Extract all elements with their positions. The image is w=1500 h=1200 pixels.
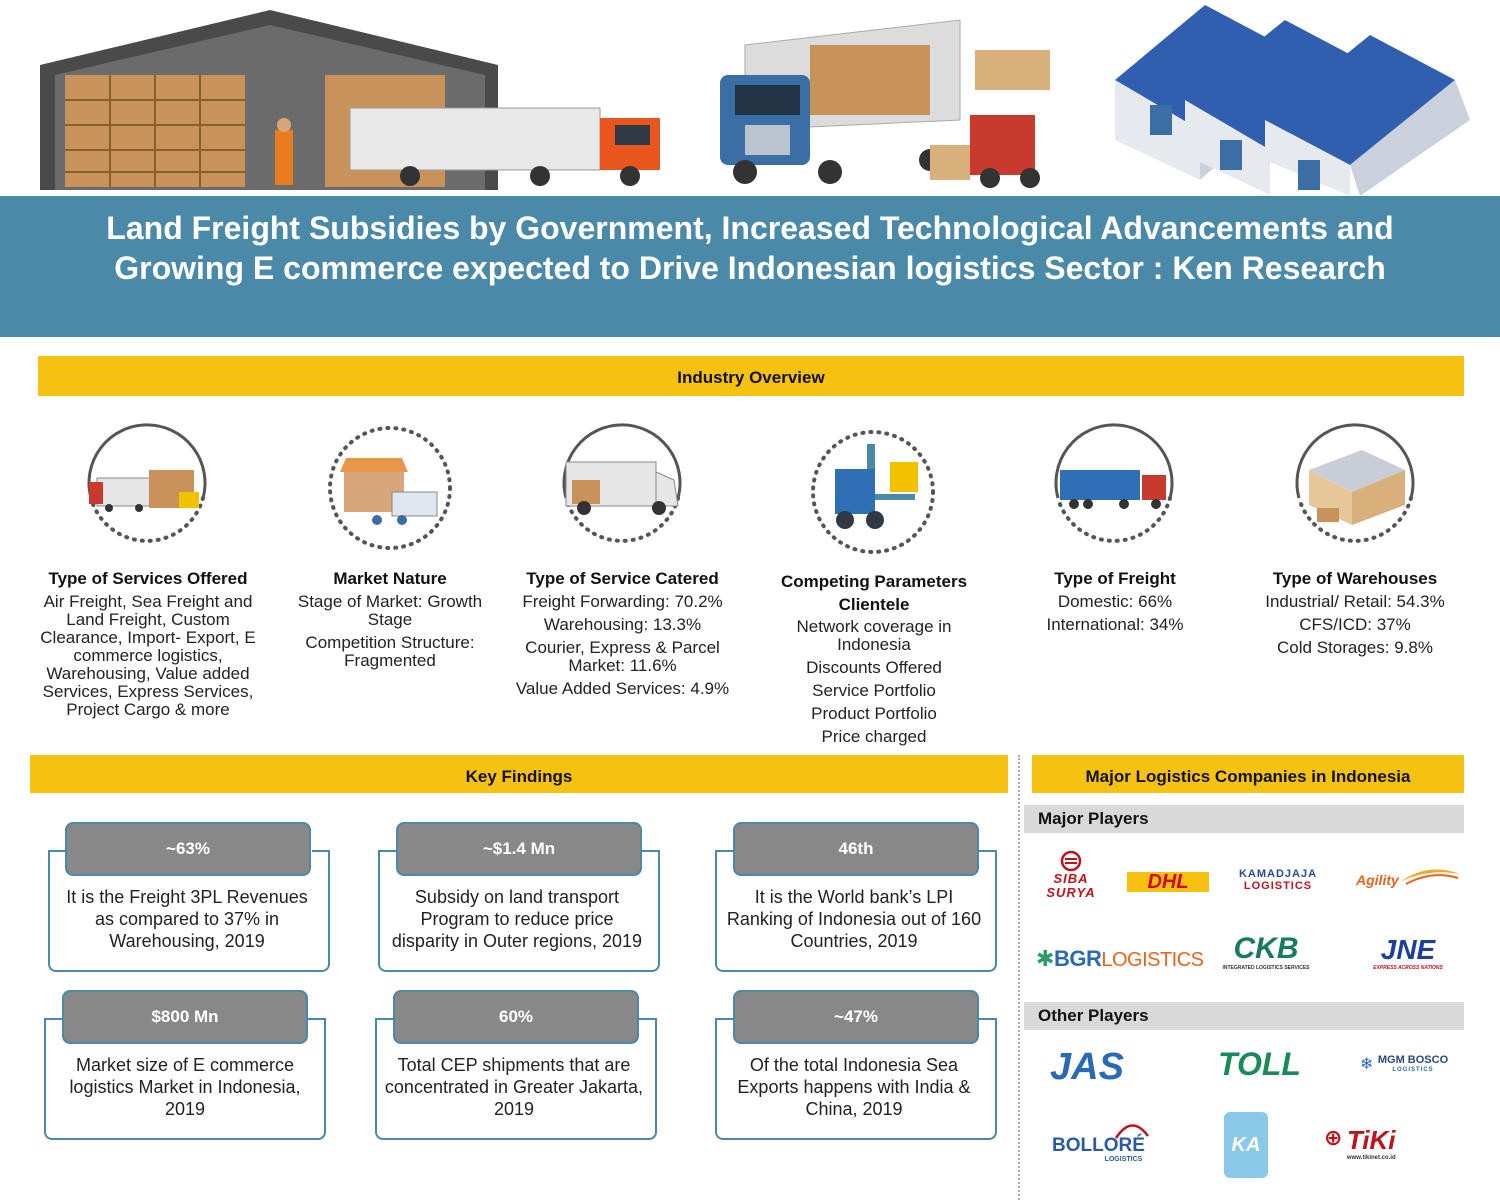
logo-ckb: CKB INTEGRATED LOGISTICS SERVICES	[1215, 934, 1317, 972]
finding-value: 60%	[393, 990, 639, 1044]
bgr-text: BGR	[1053, 946, 1102, 971]
kamadjaja-text: KAMADJAJA	[1238, 868, 1318, 880]
section-divider	[1018, 755, 1020, 1200]
overview-line: Industrial/ Retail: 54.3%	[1265, 592, 1445, 611]
jne-text: JNE	[1380, 934, 1436, 965]
overview-line: Domestic: 66%	[1057, 592, 1173, 611]
logo-mgm-bosco: ❄ MGM BOSCO LOGISTICS	[1360, 1054, 1448, 1074]
overview-line: Freight Forwarding: 70.2%	[522, 592, 723, 611]
ckb-subtext: INTEGRATED LOGISTICS SERVICES	[1222, 965, 1310, 971]
overview-line: Network coverage in Indonesia	[796, 617, 952, 654]
finding-text: Total CEP shipments that are concentrate…	[384, 1055, 644, 1119]
forklift-icon	[805, 424, 941, 560]
finding-value: ~63%	[65, 822, 311, 876]
overview-heading: Competing Parameters Clientele	[780, 572, 968, 614]
overview-heading: Market Nature	[333, 569, 447, 588]
companies-heading: Major Logistics Companies in Indonesia	[1032, 755, 1464, 793]
logo-bgr: ✱BGRLOGISTICS	[1036, 946, 1204, 971]
freight-truck-icon	[1046, 420, 1182, 556]
siba-surya-emblem-icon	[1060, 850, 1082, 872]
logo-kamadjaja: KAMADJAJA LOGISTICS	[1226, 868, 1330, 892]
overview-line: Service Portfolio	[812, 681, 936, 700]
jne-subtext: EXPRESS ACROSS NATIONS	[1373, 965, 1443, 971]
tiki-subtext: www.tikinet.co.id	[1346, 1155, 1396, 1161]
overview-col-warehouses: Type of Warehouses Industrial/ Retail: 5…	[1245, 570, 1465, 662]
logo-siba-surya: SIBA SURYA	[1040, 850, 1102, 900]
agility-swoosh-icon	[1400, 869, 1460, 885]
semi-truck-illustration	[720, 19, 1050, 188]
warehouse-icon	[1287, 420, 1423, 556]
services-icon	[79, 420, 215, 556]
overview-line: International: 34%	[1046, 615, 1184, 634]
tiki-globe-icon: ⊕	[1324, 1125, 1343, 1150]
overview-line: CFS/ICD: 37%	[1299, 615, 1411, 634]
bollore-subtext: LOGISTICS	[1104, 1156, 1143, 1163]
mgm-bosco-text: MGM BOSCO	[1377, 1054, 1449, 1066]
overview-col-market-nature: Market Nature Stage of Market: Growth St…	[280, 570, 500, 675]
ckb-text: CKB	[1233, 932, 1299, 965]
finding-text: It is the Freight 3PL Revenues as compar…	[66, 887, 308, 951]
overview-heading: Type of Freight	[1054, 569, 1176, 588]
overview-heading: Type of Services Offered	[48, 569, 248, 588]
finding-value: ~$1.4 Mn	[396, 822, 642, 876]
logo-ka: KA	[1224, 1112, 1268, 1178]
siba-surya-text: SURYA	[1046, 885, 1096, 900]
warehouses-illustration	[1115, 5, 1470, 196]
overview-line: Discounts Offered	[806, 658, 942, 677]
bollore-arc-icon	[1114, 1124, 1150, 1139]
overview-line: Product Portfolio	[811, 704, 937, 723]
hero-graphic	[40, 5, 1470, 196]
mgm-bosco-subtext: LOGISTICS	[1392, 1067, 1434, 1073]
bgr-subtext: LOGISTICS	[1101, 949, 1204, 971]
overview-line: Cold Storages: 9.8%	[1277, 638, 1433, 657]
key-findings-heading: Key Findings	[30, 755, 1008, 793]
finding-text: Market size of E commerce logistics Mark…	[69, 1055, 301, 1119]
logo-bollore: BOLLORÉ LOGISTICS	[1052, 1136, 1145, 1164]
overview-line: Courier, Express & Parcel Market: 11.6%	[525, 638, 720, 675]
overview-line: Competition Structure: Fragmented	[305, 633, 475, 670]
overview-heading: Type of Warehouses	[1272, 569, 1438, 588]
major-players-label: Major Players	[1024, 805, 1464, 833]
finding-value: ~47%	[733, 990, 979, 1044]
logo-agility: Agility	[1356, 872, 1399, 888]
finding-value: $800 Mn	[62, 990, 308, 1044]
warehouse-truck-illustration	[40, 10, 660, 190]
finding-text: It is the World bank’s LPI Ranking of In…	[726, 887, 982, 951]
logo-dhl: DHL	[1127, 872, 1209, 892]
delivery-van-icon	[554, 420, 690, 556]
kamadjaja-subtext: LOGISTICS	[1243, 880, 1313, 892]
overview-line: Air Freight, Sea Freight and Land Freigh…	[40, 592, 256, 719]
logo-tiki: ⊕ TiKi www.tikinet.co.id	[1324, 1126, 1396, 1162]
hero-illustrations	[0, 0, 1500, 196]
overview-col-competing: Competing Parameters Clientele Network c…	[765, 570, 983, 751]
overview-line: Price charged	[821, 727, 927, 746]
industry-overview-heading: Industry Overview	[38, 356, 1464, 396]
logo-toll: TOLL	[1218, 1046, 1301, 1082]
overview-line: Value Added Services: 4.9%	[515, 679, 730, 698]
overview-line: Warehousing: 13.3%	[543, 615, 702, 634]
snowflake-icon: ❄	[1360, 1056, 1374, 1073]
bollore-text: BOLLORÉ	[1052, 1135, 1145, 1156]
overview-heading: Type of Service Catered	[526, 569, 719, 588]
logo-jne: JNE EXPRESS ACROSS NATIONS	[1368, 936, 1448, 972]
finding-text: Subsidy on land transport Program to red…	[391, 887, 643, 951]
overview-col-services: Type of Services Offered Air Freight, Se…	[28, 570, 268, 724]
market-nature-icon	[322, 420, 458, 556]
overview-col-freight: Type of Freight Domestic: 66% Internatio…	[1020, 570, 1210, 639]
finding-value: 46th	[733, 822, 979, 876]
overview-line: Stage of Market: Growth Stage	[297, 592, 483, 629]
page-title: Land Freight Subsidies by Government, In…	[106, 210, 1394, 286]
finding-text: Of the total Indonesia Sea Exports happe…	[737, 1055, 971, 1119]
siba-surya-text: SIBA	[1053, 871, 1089, 886]
title-band	[0, 196, 1500, 337]
other-players-label: Other Players	[1024, 1002, 1464, 1030]
overview-col-service-catered: Type of Service Catered Freight Forwardi…	[515, 570, 730, 703]
tiki-text: TiKi	[1346, 1125, 1396, 1155]
logo-jas: JAS	[1050, 1046, 1124, 1088]
